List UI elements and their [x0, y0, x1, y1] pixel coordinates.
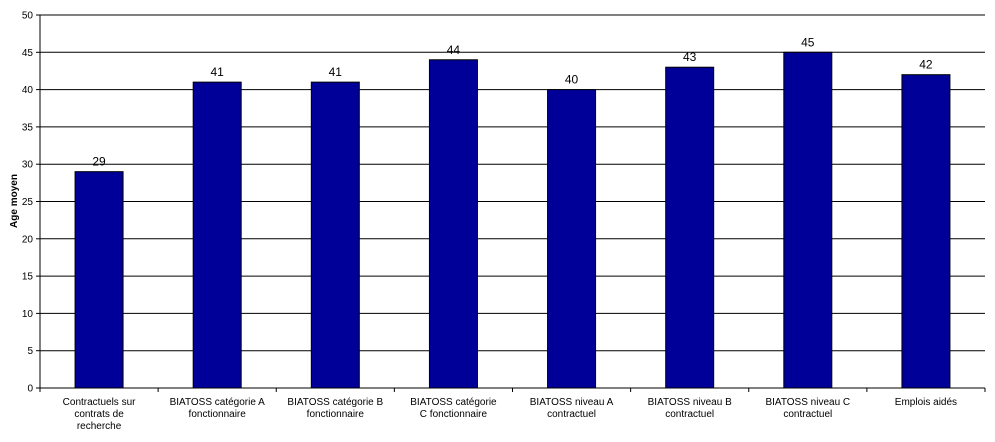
bar: [74, 171, 124, 389]
y-tick-label: 25: [22, 197, 34, 208]
bar: [665, 66, 715, 389]
y-axis-title: Age moyen: [9, 174, 20, 228]
data-label: 45: [801, 35, 815, 49]
y-tick-label: 40: [22, 85, 34, 96]
data-label: 41: [211, 65, 225, 79]
bar: [783, 51, 833, 389]
bar: [192, 81, 242, 389]
axes: [36, 14, 986, 392]
bar: [547, 89, 597, 389]
bar: [428, 59, 478, 389]
bar: [901, 74, 951, 389]
bar: [310, 81, 360, 389]
y-tick-label: 35: [22, 122, 34, 133]
data-label: 29: [92, 155, 106, 169]
y-tick-label: 50: [22, 11, 34, 22]
data-label: 41: [329, 65, 343, 79]
y-tick-label: 0: [27, 384, 33, 395]
data-label: 40: [565, 73, 579, 87]
y-tick-label: 15: [22, 272, 34, 283]
data-label: 42: [919, 58, 933, 72]
data-label: 44: [447, 43, 461, 57]
labels: 0 5 10 15 20 25 30 35 40 45 50 29 Contractuels sur co…: [22, 11, 957, 433]
data-label: 43: [683, 50, 697, 64]
x-category-label: Contractuels sur contrats de recherche: [63, 397, 136, 432]
y-tick-label: 20: [22, 234, 34, 245]
x-category-label: BIATOSS catégorie C fonctionnaire: [410, 397, 497, 420]
y-tick-label: 10: [22, 309, 34, 320]
bars: [74, 51, 951, 389]
y-tick-label: 5: [27, 346, 33, 357]
y-tick-label: 45: [22, 48, 34, 59]
gridlines: [40, 14, 985, 352]
x-category-label: Emplois aidés: [895, 397, 957, 408]
y-tick-label: 30: [22, 160, 34, 171]
